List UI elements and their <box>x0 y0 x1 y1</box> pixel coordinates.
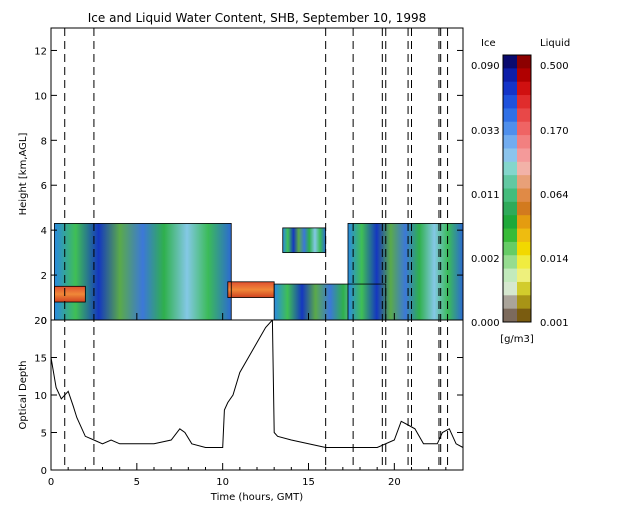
top-y-tick-label: 8 <box>41 136 47 147</box>
x-axis: 0 5 10 15 20 <box>48 313 447 488</box>
colorbar-ice-tick-label: 0.090 <box>471 61 500 72</box>
colorbar-liquid-swatch <box>517 295 531 310</box>
colorbar-ice-swatch <box>503 81 517 96</box>
bottom-y-axis: 0 5 10 15 20 <box>34 316 463 477</box>
top-y-tick-label: 2 <box>41 271 47 282</box>
colorbar-liquid-swatch <box>517 308 531 323</box>
x-tick-label: 5 <box>134 477 140 488</box>
colorbar-liquid-swatch <box>517 281 531 296</box>
colorbar-frame <box>502 54 532 323</box>
colorbar-ice-swatch <box>503 135 517 149</box>
colorbar-ice-swatch <box>503 175 517 189</box>
colorbar-liquid-swatch <box>517 81 531 96</box>
bottom-y-tick-label: 15 <box>34 354 47 365</box>
bottom-y-tick-label: 20 <box>34 316 47 327</box>
colorbar-ice-swatch <box>503 188 517 203</box>
colorbar-ice-swatch <box>503 108 517 123</box>
colorbar-liquid-tick-label: 0.014 <box>540 254 569 265</box>
bottom-y-tick-label: 5 <box>41 429 47 440</box>
colorbar-ice-swatch <box>503 95 517 109</box>
colorbar-ice-swatch <box>503 161 517 176</box>
colorbar-liquid-label: Liquid <box>540 38 570 49</box>
cloud-layer-ice-0 <box>54 223 232 320</box>
colorbar-unit: [g/m3] <box>500 334 534 345</box>
colorbar-liquid-tick-label: 0.170 <box>540 126 569 137</box>
colorbar-liquid-swatch <box>517 95 531 109</box>
colorbar-ice-swatch <box>503 215 517 230</box>
colorbar-liquid-tick-label: 0.500 <box>540 61 569 72</box>
top-y-tick-label: 0 <box>41 316 47 327</box>
top-y-axis: 0 2 4 6 8 10 12 <box>34 46 463 327</box>
colorbar-liquid-tick-label: 0.064 <box>540 190 569 201</box>
cloud-layer-outline-1 <box>54 285 86 303</box>
colorbar-liquid-swatch <box>517 161 531 176</box>
colorbar-liquid-swatch <box>517 108 531 123</box>
colorbar-liquid-swatch <box>517 241 531 256</box>
top-y-tick-label: 4 <box>41 226 47 237</box>
optical-depth-line <box>51 320 463 448</box>
x-tick-label: 20 <box>388 477 401 488</box>
colorbar-ice-swatch <box>503 228 517 243</box>
colorbar-ice-swatch <box>503 55 517 69</box>
colorbar-liquid-swatch <box>517 148 531 163</box>
colorbar-ice-swatch <box>503 308 517 323</box>
colorbar-liquid-swatch <box>517 268 531 283</box>
bottom-y-tick-label: 0 <box>41 466 47 477</box>
cloud-layer-ice-4 <box>282 227 326 253</box>
x-axis-label: Time (hours, GMT) <box>210 492 304 503</box>
colorbar-liquid-swatch <box>517 68 531 83</box>
colorbar-liquid-swatch <box>517 215 531 230</box>
colorbar-ice-swatch <box>503 255 517 270</box>
colorbar-ice-swatch <box>503 68 517 83</box>
top-y-tick-label: 12 <box>34 46 47 57</box>
cloud-layer-outline-5 <box>347 223 463 320</box>
colorbar-ice-swatch <box>503 268 517 283</box>
cloud-layer-liquid-1 <box>54 286 86 303</box>
colorbar-ice-swatch <box>503 281 517 296</box>
colorbar-ice-label: Ice <box>481 38 496 49</box>
top-y-tick-label: 10 <box>34 91 47 102</box>
colorbar-liquid-swatch <box>517 201 531 216</box>
x-tick-label: 15 <box>302 477 315 488</box>
colorbar-liquid-swatch <box>517 135 531 149</box>
x-tick-label: 10 <box>216 477 229 488</box>
colorbar-liquid-swatch <box>517 188 531 203</box>
colorbar-ice-tick-label: 0.000 <box>471 318 500 329</box>
bottom-y-tick-label: 10 <box>34 391 47 402</box>
colorbar-ice-swatch <box>503 121 517 136</box>
colorbar-liquid-swatch <box>517 228 531 243</box>
cloud-layers <box>54 223 463 320</box>
colorbar: Ice Liquid [g/m3] 0.090 0.033 0.011 0.002 0.… <box>471 38 570 345</box>
colorbar-liquid-swatch <box>517 175 531 189</box>
vertical-time-lines <box>64 28 449 470</box>
cloud-layer-outline-0 <box>54 223 232 320</box>
top-y-tick-label: 6 <box>41 181 47 192</box>
colorbar-ice-swatch <box>503 148 517 163</box>
colorbar-liquid-swatch <box>517 255 531 270</box>
colorbar-liquid-swatch <box>517 55 531 69</box>
cloud-layer-liquid-2 <box>227 281 275 298</box>
colorbar-liquid-tick-label: 0.001 <box>540 318 569 329</box>
cloud-layer-ice-5 <box>347 223 463 320</box>
colorbar-ice-tick-label: 0.033 <box>471 126 500 137</box>
colorbar-liquid-swatch <box>517 121 531 136</box>
chart-title: Ice and Liquid Water Content, SHB, Septe… <box>88 11 426 25</box>
colorbar-ice-tick-label: 0.011 <box>471 190 500 201</box>
top-y-axis-label: Height [km,AGL] <box>18 133 29 216</box>
bottom-y-axis-label: Optical Depth <box>18 361 29 430</box>
colorbar-ice-tick-label: 0.002 <box>471 254 500 265</box>
colorbar-ice-swatch <box>503 295 517 310</box>
colorbar-ice-swatch <box>503 201 517 216</box>
colorbar-ice-swatch <box>503 241 517 256</box>
x-tick-label: 0 <box>48 477 54 488</box>
